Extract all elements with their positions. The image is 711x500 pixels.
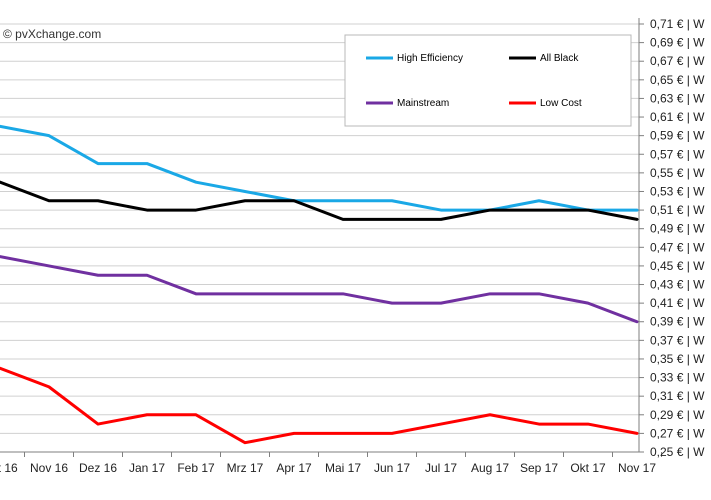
x-tick-label: Mrz 17	[227, 461, 264, 475]
legend-label: Low Cost	[540, 98, 582, 109]
y-tick-label: 0,41 € | W	[650, 296, 705, 310]
y-tick-label: 0,61 € | W	[650, 110, 705, 124]
y-tick-label: 0,49 € | W	[650, 222, 705, 236]
axes	[0, 18, 662, 457]
y-tick-label: 0,29 € | W	[650, 408, 705, 422]
watermark: © pvXchange.com	[3, 27, 101, 41]
y-tick-label: 0,25 € | W	[650, 445, 705, 459]
legend-box	[344, 34, 632, 127]
x-tick-labels: Okt 16 Nov 16 Dez 16 Jan 17 Feb 17 Mrz 17 Apr …	[0, 461, 656, 475]
x-tick-label: Sep 17	[520, 461, 558, 475]
y-tick-label: 0,69 € | W	[650, 36, 705, 50]
series-line-low-cost	[0, 366, 639, 445]
x-tick-label: Apr 17	[276, 461, 312, 475]
y-tick-label: 0,31 € | W	[650, 389, 705, 403]
legend: High Efficiency All Black Mainstream Low Co…	[344, 34, 632, 127]
y-tick-label: 0,65 € | W	[650, 73, 705, 87]
y-tick-label: 0,43 € | W	[650, 278, 705, 292]
series-line-mainstream	[0, 255, 639, 324]
x-tick-label: Jul 17	[425, 461, 457, 475]
y-tick-label: 0,55 € | W	[650, 166, 705, 180]
series-line-all-black	[0, 180, 639, 221]
x-tick-label: Jun 17	[374, 461, 410, 475]
series-line-high-efficiency	[0, 124, 639, 212]
y-tick-label: 0,39 € | W	[650, 315, 705, 329]
x-tick-label: Mai 17	[325, 461, 361, 475]
y-tick-label: 0,71 € | W	[650, 17, 705, 31]
y-tick-label: 0,45 € | W	[650, 259, 705, 273]
y-tick-label: 0,59 € | W	[650, 129, 705, 143]
y-tick-label: 0,67 € | W	[650, 54, 705, 68]
y-tick-label: 0,53 € | W	[650, 184, 705, 198]
x-tick-label: Okt 16	[0, 461, 18, 475]
y-tick-labels: 0,25 € | W 0,27 € | W 0,29 € | W 0,31 € | W…	[650, 17, 705, 459]
legend-label: High Efficiency	[397, 53, 463, 64]
y-tick-label: 0,47 € | W	[650, 240, 705, 254]
y-tick-label: 0,35 € | W	[650, 352, 705, 366]
y-tick-label: 0,57 € | W	[650, 147, 705, 161]
x-tick-label: Nov 16	[30, 461, 68, 475]
legend-label: All Black	[540, 53, 579, 64]
y-tick-label: 0,37 € | W	[650, 333, 705, 347]
series-lines	[0, 124, 639, 445]
x-tick-label: Aug 17	[471, 461, 509, 475]
x-tick-label: Jan 17	[129, 461, 165, 475]
x-tick-label: Nov 17	[618, 461, 656, 475]
y-tick-label: 0,27 € | W	[650, 426, 705, 440]
x-tick-label: Feb 17	[177, 461, 215, 475]
x-tick-label: Okt 17	[570, 461, 606, 475]
y-tick-label: 0,33 € | W	[650, 371, 705, 385]
y-tick-label: 0,63 € | W	[650, 91, 705, 105]
legend-label: Mainstream	[397, 98, 449, 109]
x-tick-label: Dez 16	[79, 461, 117, 475]
y-tick-label: 0,51 € | W	[650, 203, 705, 217]
